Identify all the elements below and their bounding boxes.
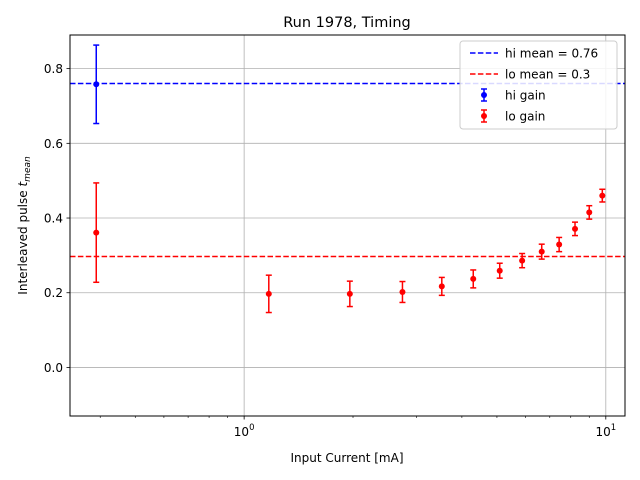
data-point	[93, 81, 100, 88]
x-tick-label: 101	[595, 423, 616, 439]
y-tick-label: 0.8	[44, 62, 63, 76]
y-axis-label-var: t	[16, 181, 30, 187]
x-tick-label-base: 10	[234, 425, 249, 439]
y-tick-label: 0.2	[44, 286, 63, 300]
legend-label: lo mean = 0.3	[505, 68, 590, 82]
data-points	[93, 44, 606, 314]
x-tick-label-exponent: 1	[611, 423, 616, 433]
x-axis-ticks: 100 101	[99, 416, 616, 439]
data-point	[556, 241, 563, 248]
y-tick-label: 0.6	[44, 137, 63, 151]
data-point	[538, 248, 545, 255]
data-point	[399, 288, 406, 295]
data-point	[572, 225, 579, 232]
y-axis-ticks: 0.0 0.2 0.4 0.6 0.8	[44, 62, 70, 375]
data-point	[496, 267, 503, 274]
legend-marker-swatch	[481, 113, 487, 119]
y-tick-label: 0.4	[44, 212, 63, 226]
data-point	[346, 290, 353, 297]
data-point	[93, 229, 100, 236]
legend-label: hi mean = 0.76	[505, 47, 598, 61]
plot-frame	[69, 34, 626, 417]
data-point	[519, 257, 526, 264]
x-tick-label: 100	[234, 423, 255, 439]
legend-label: hi gain	[505, 89, 546, 103]
legend-box	[459, 40, 618, 130]
data-point	[599, 192, 606, 199]
x-tick-label-base: 10	[595, 425, 610, 439]
legend-label: lo gain	[505, 110, 545, 124]
y-axis-label-sub: mean	[23, 156, 33, 182]
y-axis-label: Interleaved pulse tmean	[16, 156, 33, 295]
y-tick-label: 0.0	[44, 361, 63, 375]
data-point	[438, 283, 445, 290]
y-axis-label-main: Interleaved pulse	[16, 187, 30, 295]
x-tick-label-exponent: 0	[249, 423, 254, 433]
x-axis-label: Input Current [mA]	[290, 451, 403, 465]
legend: hi mean = 0.76 lo mean = 0.3 hi gain lo gai…	[459, 40, 618, 130]
data-point	[586, 209, 593, 216]
data-point	[265, 290, 272, 297]
chart-title: Run 1978, Timing	[283, 15, 411, 31]
data-point	[470, 275, 477, 282]
legend-marker-swatch	[481, 92, 487, 98]
